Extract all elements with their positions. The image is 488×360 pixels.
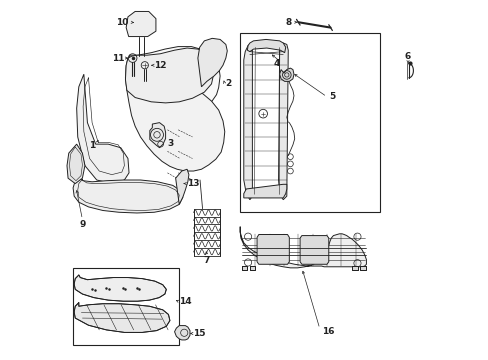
Text: 10: 10 bbox=[116, 18, 128, 27]
Polygon shape bbox=[359, 266, 365, 270]
Text: 15: 15 bbox=[193, 329, 205, 338]
Polygon shape bbox=[125, 58, 224, 171]
Polygon shape bbox=[244, 44, 252, 200]
Text: 16: 16 bbox=[322, 327, 334, 336]
Text: 2: 2 bbox=[225, 80, 231, 89]
Bar bbox=[240, 33, 379, 212]
Text: 7: 7 bbox=[203, 256, 210, 265]
Polygon shape bbox=[351, 266, 357, 270]
Polygon shape bbox=[249, 266, 255, 270]
Polygon shape bbox=[126, 12, 156, 37]
Text: 3: 3 bbox=[167, 139, 173, 148]
Text: 9: 9 bbox=[79, 220, 85, 229]
Polygon shape bbox=[244, 184, 286, 198]
Text: 12: 12 bbox=[154, 61, 166, 70]
Polygon shape bbox=[300, 235, 328, 264]
Polygon shape bbox=[257, 234, 289, 264]
Text: 1: 1 bbox=[89, 141, 95, 150]
Polygon shape bbox=[174, 325, 190, 340]
Polygon shape bbox=[240, 226, 366, 268]
Polygon shape bbox=[74, 275, 166, 301]
Text: 4: 4 bbox=[273, 59, 280, 68]
Text: 11: 11 bbox=[112, 54, 124, 63]
Polygon shape bbox=[77, 74, 129, 184]
Polygon shape bbox=[126, 46, 220, 111]
Polygon shape bbox=[73, 176, 183, 213]
Text: 8: 8 bbox=[285, 18, 291, 27]
Polygon shape bbox=[198, 39, 227, 87]
Bar bbox=[73, 268, 179, 345]
Polygon shape bbox=[247, 40, 285, 53]
Text: 5: 5 bbox=[329, 92, 335, 101]
Polygon shape bbox=[241, 266, 247, 270]
Polygon shape bbox=[149, 123, 165, 148]
Polygon shape bbox=[125, 48, 214, 103]
Polygon shape bbox=[67, 144, 85, 184]
Text: 13: 13 bbox=[187, 179, 200, 188]
Text: 14: 14 bbox=[179, 297, 191, 306]
Polygon shape bbox=[175, 169, 188, 204]
Text: 6: 6 bbox=[404, 52, 410, 61]
Polygon shape bbox=[74, 303, 169, 332]
Polygon shape bbox=[279, 68, 293, 81]
Polygon shape bbox=[278, 43, 287, 200]
